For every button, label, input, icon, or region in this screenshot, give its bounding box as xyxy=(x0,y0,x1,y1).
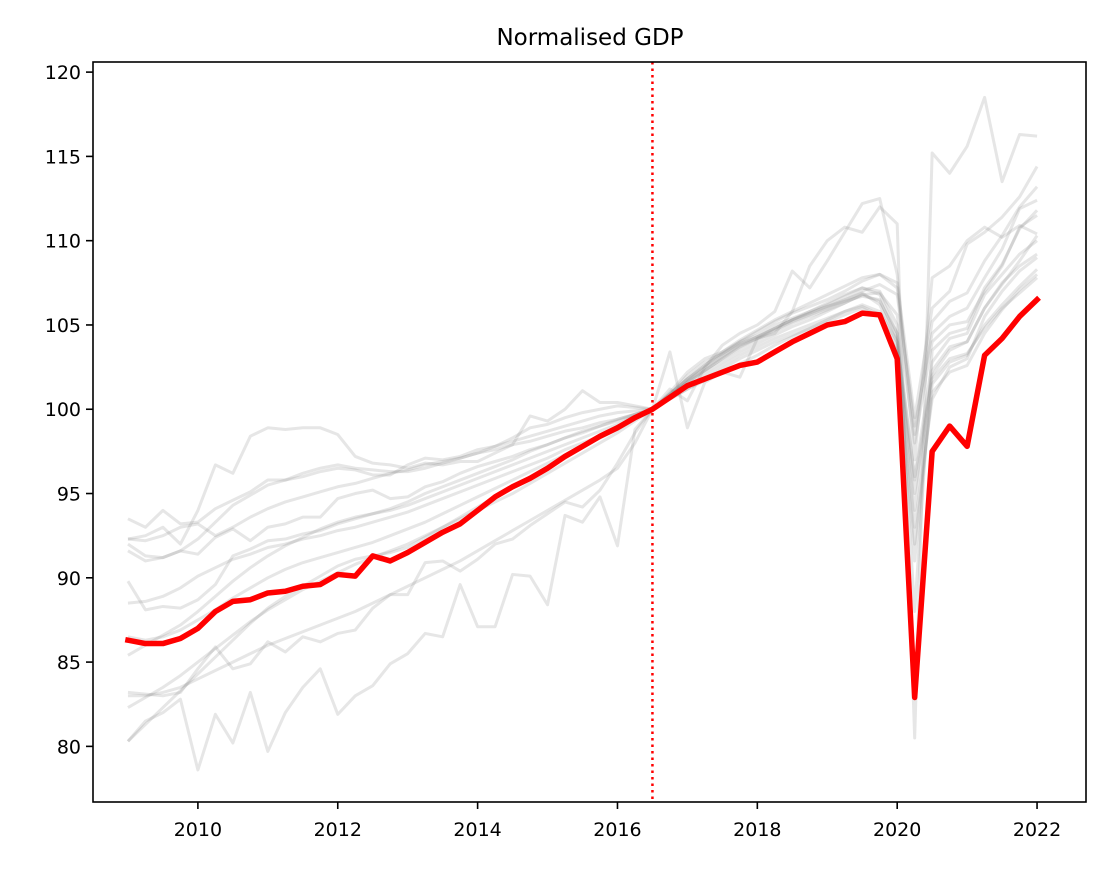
plot-area xyxy=(124,62,1041,802)
x-tick-label: 2014 xyxy=(453,819,501,841)
y-tick-label: 90 xyxy=(57,568,81,590)
y-tick-label: 105 xyxy=(45,315,81,337)
background-series-line-10 xyxy=(127,214,1038,563)
chart-title: Normalised GDP xyxy=(496,25,683,51)
y-tick-label: 80 xyxy=(57,736,81,758)
axes-frame xyxy=(92,61,1087,803)
background-series-line-2 xyxy=(127,252,1038,698)
x-tick-label: 2022 xyxy=(1013,819,1061,841)
background-series-line-5 xyxy=(127,209,1039,698)
background-series-line-13 xyxy=(127,165,1039,529)
axes-layer: 2010 2012 2014 2016 2018 2020 2022 80 85 90 95 100 1… xyxy=(45,61,1087,841)
y-tick-label: 115 xyxy=(45,146,81,168)
background-series-line-11 xyxy=(127,198,1038,543)
x-tick-label: 2012 xyxy=(314,819,362,841)
y-tick-label: 85 xyxy=(57,652,81,674)
background-series-line-3 xyxy=(127,239,1038,709)
series-layer xyxy=(124,62,1041,802)
background-series-line-14 xyxy=(127,197,1038,546)
y-tick-label: 100 xyxy=(45,399,81,421)
x-tick-label: 2018 xyxy=(733,819,781,841)
background-series-line-4 xyxy=(126,95,1038,772)
x-tick-label: 2020 xyxy=(873,819,921,841)
background-series-line-8 xyxy=(127,234,1039,605)
x-tick-label: 2016 xyxy=(593,819,641,841)
y-tick-label: 110 xyxy=(45,231,81,253)
background-series-line-12 xyxy=(127,185,1039,560)
background-series-line-9 xyxy=(126,276,1039,612)
y-tick-label: 120 xyxy=(45,62,81,84)
highlight-series-line xyxy=(124,295,1041,701)
x-tick-label: 2010 xyxy=(174,819,222,841)
y-tick-label: 95 xyxy=(57,484,81,506)
